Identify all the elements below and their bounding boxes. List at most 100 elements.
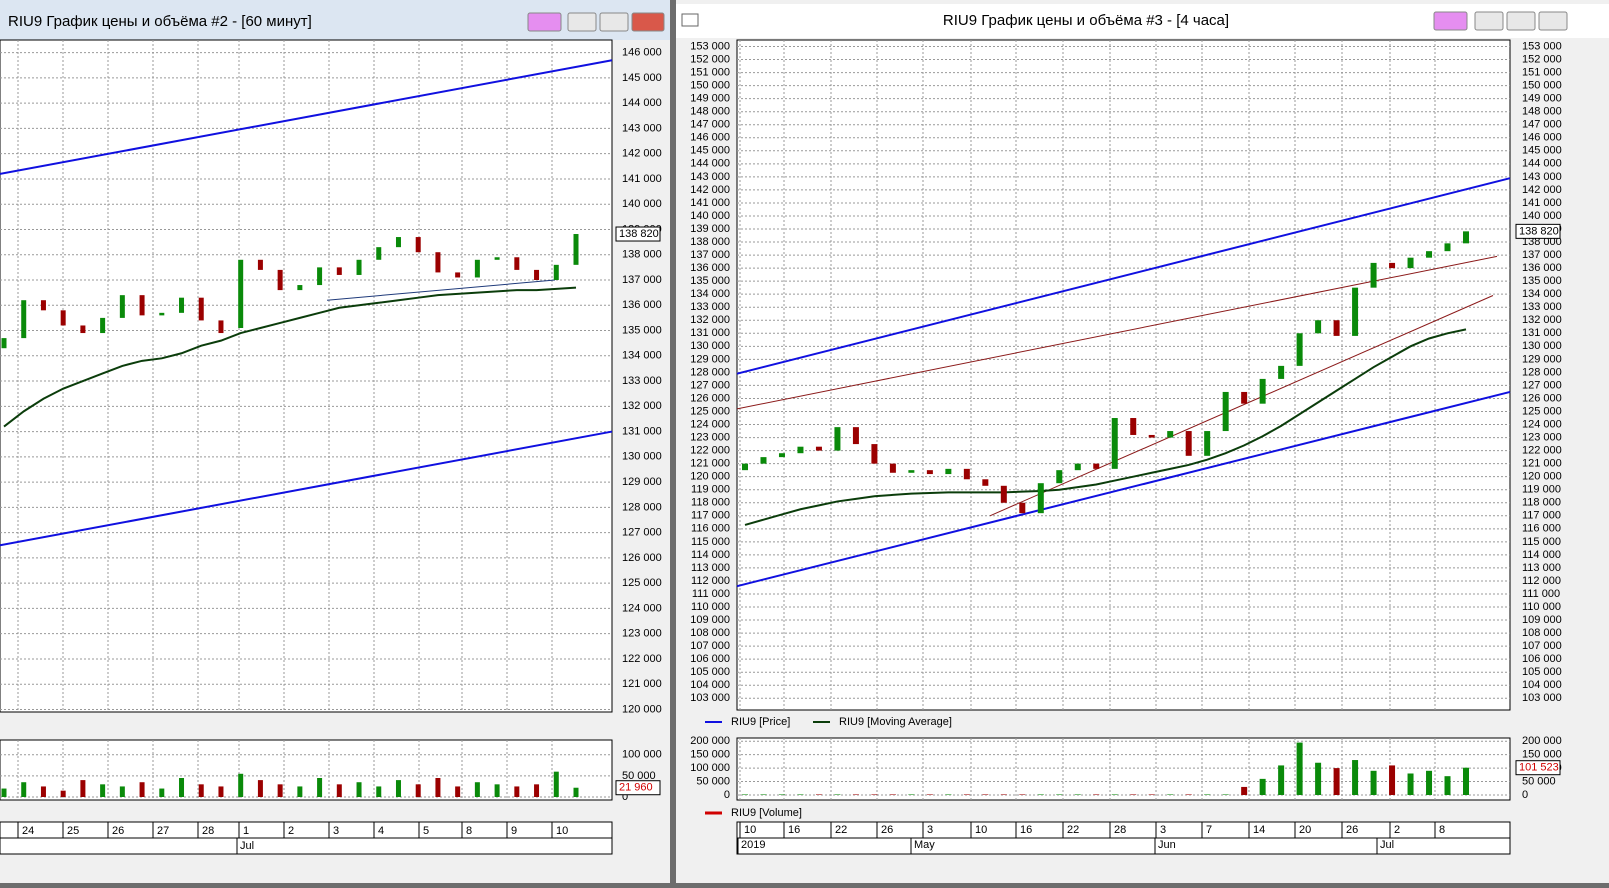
y-tick-label: 106 000 — [1522, 653, 1562, 665]
x-tick-label: 26 — [112, 825, 124, 837]
candle — [100, 317, 106, 334]
x-tick-label: 14 — [1253, 824, 1265, 836]
window-icon — [681, 13, 699, 27]
candle — [926, 470, 933, 475]
candle — [1370, 262, 1377, 288]
y-tick-label: 115 000 — [691, 536, 730, 548]
volume-bar — [1074, 794, 1081, 795]
link-button[interactable] — [1433, 11, 1468, 31]
volume-bar — [257, 780, 263, 797]
y-tick-label: 127 000 — [690, 379, 730, 391]
y-tick-label: 108 000 — [1522, 627, 1562, 639]
volume-bar — [1352, 760, 1359, 795]
moving-average-line — [744, 328, 1467, 526]
y-tick-label: 112 000 — [1522, 575, 1561, 587]
maximize-button[interactable] — [1506, 11, 1536, 31]
candle — [494, 257, 500, 260]
window-title: RIU9 График цены и объёма #2 - [60 минут… — [8, 13, 312, 30]
y-tick-label: 103 000 — [690, 692, 730, 704]
y-tick-label: 121 000 — [1522, 458, 1562, 470]
y-tick-label: 141 000 — [690, 197, 730, 209]
y-tick-label: 105 000 — [690, 666, 730, 678]
link-button[interactable] — [527, 12, 562, 32]
y-tick-label: 200 000 — [690, 735, 730, 747]
candle — [119, 295, 125, 318]
volume-bar — [760, 794, 767, 795]
x-tick-label: 9 — [511, 825, 517, 837]
candle — [218, 320, 224, 334]
y-tick-label: 133 000 — [1522, 301, 1562, 313]
trend-line — [0, 59, 613, 175]
volume-bar — [376, 786, 382, 797]
y-tick-label: 147 000 — [690, 119, 730, 131]
y-tick-label: 140 000 — [622, 198, 662, 210]
volume-bar — [982, 794, 989, 795]
volume-bar — [1333, 768, 1340, 795]
candle — [834, 427, 841, 451]
candle — [573, 234, 579, 265]
volume-bar — [356, 782, 362, 797]
volume-bar — [40, 786, 46, 797]
y-tick-label: 131 000 — [690, 327, 730, 339]
close-button[interactable] — [631, 12, 665, 32]
volume-bar — [1056, 794, 1063, 795]
volume-bar — [1444, 776, 1451, 795]
candle — [852, 427, 859, 445]
candle — [1296, 333, 1303, 366]
candle — [1315, 320, 1322, 334]
y-tick-label: 122 000 — [622, 653, 662, 665]
candle — [742, 463, 748, 471]
y-tick-label: 145 000 — [1522, 145, 1562, 157]
y-tick-label: 109 000 — [690, 614, 730, 626]
volume-bar — [1148, 794, 1155, 795]
volume-bar — [238, 773, 244, 797]
maximize-button[interactable] — [599, 12, 629, 32]
x-tick-label: 4 — [378, 825, 384, 837]
candle — [534, 269, 540, 280]
y-tick-label: 139 000 — [690, 223, 730, 235]
y-tick-label: 128 000 — [1522, 366, 1562, 378]
y-tick-label: 145 000 — [622, 72, 662, 84]
candle — [514, 257, 520, 270]
close-button[interactable] — [1538, 11, 1568, 31]
y-tick-label: 150 000 — [690, 80, 730, 92]
x-tick-label: 28 — [202, 825, 214, 837]
y-tick-label: 140 000 — [690, 210, 730, 222]
volume-bar — [1, 788, 7, 797]
legend-label: RIU9 [Price] — [731, 716, 790, 728]
candle — [40, 300, 46, 311]
y-tick-label: 125 000 — [622, 577, 662, 589]
moving-average-line — [3, 286, 577, 428]
volume-bar — [119, 786, 125, 797]
x-tick-label: 16 — [788, 824, 800, 836]
y-tick-label: 127 000 — [622, 527, 662, 539]
y-tick-label: 126 000 — [1522, 392, 1562, 404]
y-tick-label: 119 000 — [1522, 484, 1561, 496]
candle — [1241, 391, 1248, 404]
minimize-button[interactable] — [1474, 11, 1504, 31]
y-tick-label: 146 000 — [622, 47, 662, 59]
candle — [1407, 257, 1414, 269]
candle — [1463, 231, 1469, 244]
y-tick-label: 146 000 — [1522, 132, 1562, 144]
x-tick-label: 3 — [1160, 824, 1166, 836]
minimize-button[interactable] — [567, 12, 597, 32]
y-tick-label: 135 000 — [1522, 275, 1562, 287]
last-volume-label: 21 960 — [619, 782, 653, 794]
volume-bar — [834, 794, 841, 795]
y-tick-label: 142 000 — [1522, 184, 1562, 196]
y-tick-label: 151 000 — [690, 66, 730, 78]
y-tick-label: 0 — [1522, 789, 1528, 801]
candle — [238, 259, 244, 328]
y-tick-label: 117 000 — [691, 510, 730, 522]
y-tick-label: 119 000 — [691, 484, 730, 496]
x-tick-label: 1 — [243, 825, 249, 837]
y-tick-label: 115 000 — [1522, 536, 1561, 548]
y-tick-label: 128 000 — [622, 501, 662, 513]
candle — [908, 470, 915, 473]
y-tick-label: 110 000 — [1522, 601, 1561, 613]
y-tick-label: 143 000 — [622, 122, 662, 134]
y-tick-label: 120 000 — [622, 703, 662, 715]
y-tick-label: 132 000 — [690, 314, 730, 326]
last-price-label: 138 820 — [1519, 225, 1559, 237]
